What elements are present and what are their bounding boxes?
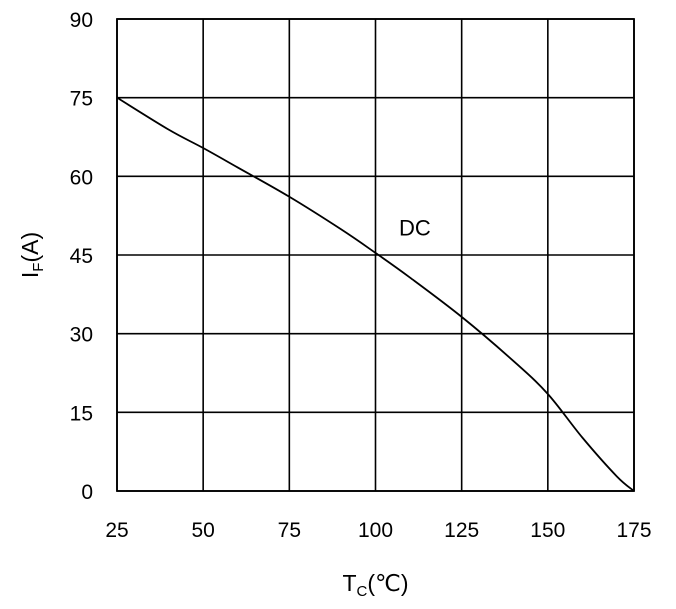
y-axis-label: IF(A) — [17, 232, 47, 278]
y-tick-label: 60 — [70, 166, 93, 189]
y-tick-label: 75 — [70, 88, 93, 111]
y-tick-label: 0 — [81, 481, 93, 504]
x-tick-label: 75 — [278, 519, 301, 542]
y-tick-label: 90 — [70, 9, 93, 32]
y-tick-labels: 0 15 30 45 60 75 90 — [70, 9, 93, 504]
x-tick-labels: 25 50 75 100 125 150 175 — [105, 519, 651, 542]
x-tick-label: 125 — [444, 519, 479, 542]
plot-frame — [116, 18, 635, 492]
y-axis-label-sub: F — [30, 263, 47, 272]
x-tick-label: 150 — [530, 519, 565, 542]
x-axis-label: TC(℃) — [342, 570, 408, 600]
y-tick-label: 30 — [70, 324, 93, 347]
x-axis-label-unit: (℃) — [367, 570, 408, 596]
x-tick-label: 175 — [616, 519, 651, 542]
y-axis-label-main: I — [17, 272, 43, 278]
x-tick-label: 50 — [191, 519, 214, 542]
y-axis-label-unit: (A) — [17, 232, 43, 263]
y-tick-label: 45 — [70, 245, 93, 268]
x-axis-label-sub: C — [357, 583, 368, 600]
series-line-dc — [116, 96, 635, 492]
annotation-dc: DC — [399, 216, 431, 241]
grid — [116, 18, 635, 492]
x-axis-label-main: T — [342, 570, 356, 596]
x-tick-label: 100 — [358, 519, 393, 542]
x-tick-label: 25 — [105, 519, 128, 542]
y-tick-label: 15 — [70, 402, 93, 425]
